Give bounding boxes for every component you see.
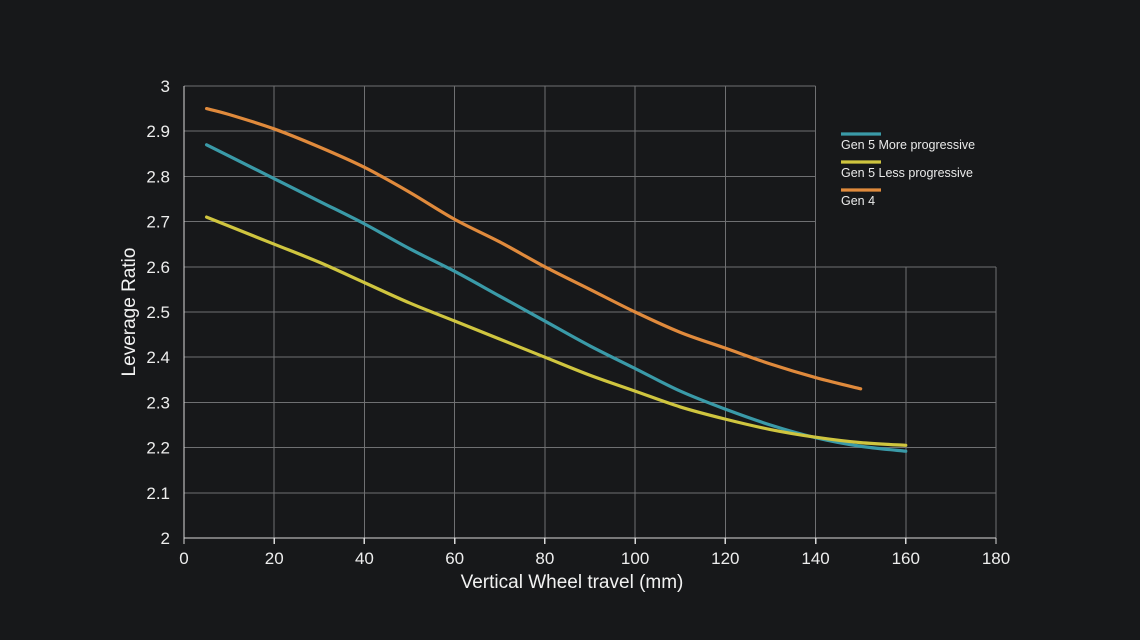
x-axis-title: Vertical Wheel travel (mm) <box>461 572 684 593</box>
x-tick-label: 100 <box>621 549 649 568</box>
series-line-1 <box>204 215 908 447</box>
x-tick-label: 80 <box>535 549 554 568</box>
y-tick-label: 2.4 <box>146 348 170 367</box>
y-tick-label: 2 <box>161 529 170 548</box>
x-tick-label: 0 <box>179 549 188 568</box>
legend-label-0: Gen 5 More progressive <box>841 138 975 152</box>
y-tick-label: 2.2 <box>146 439 170 458</box>
y-axis-title: Leverage Ratio <box>119 248 140 377</box>
y-tick-label: 2.8 <box>146 167 170 186</box>
y-tick-label: 2.7 <box>146 213 170 232</box>
x-tick-label: 160 <box>892 549 920 568</box>
x-tick-label: 20 <box>265 549 284 568</box>
y-tick-label: 2.6 <box>146 258 170 277</box>
x-tick-label: 40 <box>355 549 374 568</box>
y-tick-label: 2.3 <box>146 393 170 412</box>
y-tick-label: 2.1 <box>146 484 170 503</box>
series-line-2 <box>204 107 863 391</box>
x-tick-label: 120 <box>711 549 739 568</box>
y-tick-label: 2.5 <box>146 303 170 322</box>
y-tick-label: 3 <box>161 77 170 96</box>
y-tick-label: 2.9 <box>146 122 170 141</box>
legend-label-2: Gen 4 <box>841 194 875 208</box>
x-tick-label: 60 <box>445 549 464 568</box>
series-line-0 <box>204 143 908 453</box>
x-tick-label: 140 <box>801 549 829 568</box>
legend-label-1: Gen 5 Less progressive <box>841 166 973 180</box>
x-tick-label: 180 <box>982 549 1010 568</box>
